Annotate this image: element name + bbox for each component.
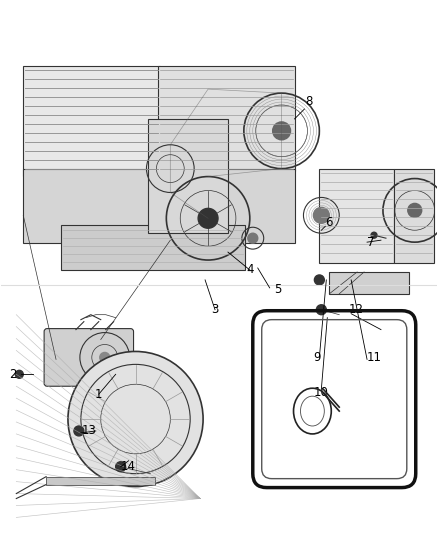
Text: 3: 3: [212, 303, 219, 316]
FancyBboxPatch shape: [61, 225, 245, 270]
Text: 10: 10: [314, 386, 329, 399]
Text: 11: 11: [367, 351, 381, 364]
Bar: [319, 168, 394, 263]
FancyBboxPatch shape: [148, 119, 228, 233]
Circle shape: [408, 204, 422, 217]
FancyBboxPatch shape: [329, 272, 409, 294]
Text: 5: 5: [274, 284, 281, 296]
Text: 8: 8: [306, 94, 313, 108]
FancyBboxPatch shape: [44, 329, 134, 386]
Circle shape: [248, 233, 258, 243]
Bar: [159, 66, 294, 171]
Text: 14: 14: [121, 460, 136, 473]
Text: 1: 1: [95, 387, 102, 401]
Text: 7: 7: [367, 236, 375, 249]
Bar: [23, 168, 294, 243]
Circle shape: [316, 305, 326, 314]
Circle shape: [314, 275, 324, 285]
Circle shape: [198, 208, 218, 228]
Bar: [46, 477, 155, 484]
Text: 9: 9: [314, 351, 321, 364]
Circle shape: [100, 352, 110, 362]
Circle shape: [15, 370, 23, 378]
Text: 6: 6: [325, 216, 333, 229]
Text: 13: 13: [81, 424, 96, 438]
Text: 4: 4: [246, 263, 254, 277]
Circle shape: [68, 351, 203, 487]
Bar: [394, 168, 434, 263]
Bar: [23, 66, 160, 175]
Text: 12: 12: [349, 303, 364, 316]
Circle shape: [371, 232, 377, 238]
Circle shape: [314, 207, 329, 223]
Circle shape: [273, 122, 290, 140]
Text: 2: 2: [10, 368, 17, 381]
Circle shape: [116, 462, 126, 472]
Circle shape: [74, 426, 84, 436]
